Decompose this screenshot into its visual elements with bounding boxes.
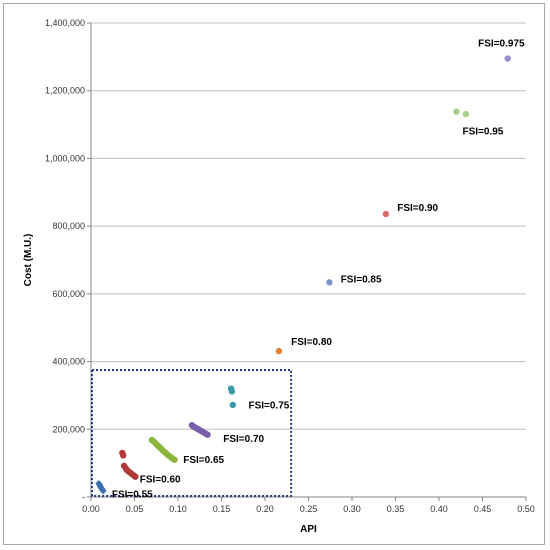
x-tick-label: 0.50	[517, 504, 535, 514]
annotation-label: FSI=0.75	[248, 401, 289, 412]
grid-lines	[91, 22, 526, 430]
y-tick-label: 1,200,000	[45, 86, 85, 96]
x-tick-label: 0.40	[430, 504, 448, 514]
x-tick-label: 0.35	[387, 504, 405, 514]
x-axis-title: API	[300, 524, 317, 535]
point-fsi-0-975	[504, 55, 511, 62]
annotation-label: FSI=0.85	[341, 274, 382, 285]
x-tick-label: 0.15	[213, 504, 231, 514]
point-fsi-0-70	[204, 431, 211, 438]
point-fsi-0-80	[275, 347, 283, 355]
point-fsi-0-60	[132, 473, 139, 480]
y-tick-label: 1,000,000	[45, 153, 85, 163]
x-tick-label: 0.10	[169, 504, 187, 514]
annotation-label: FSI=0.975	[478, 38, 525, 49]
scatter-chart: - 200,000 400,000 600,000 800,000 1,000,000 1,…	[23, 18, 535, 535]
y-tick-label: 1,400,000	[45, 18, 85, 28]
y-tick-label: 200,000	[52, 424, 85, 434]
point-fsi-0-75	[229, 401, 237, 409]
point-fsi-0-95	[462, 110, 470, 118]
point-fsi-0-85	[326, 279, 333, 286]
annotation-label: FSI=0.90	[397, 203, 438, 214]
annotation-label: FSI=0.65	[183, 455, 224, 466]
annotation-label: FSI=0.70	[223, 434, 264, 445]
y-tick-label: 800,000	[52, 221, 85, 231]
annotation-label: FSI=0.55	[112, 489, 153, 500]
x-tick-label: 0.25	[300, 504, 318, 514]
highlight-region	[91, 369, 293, 497]
highlight-region-box	[91, 369, 293, 497]
point-fsi-0-55	[99, 487, 107, 495]
point-fsi-0-75	[228, 388, 236, 395]
x-tick-label: 0.05	[126, 504, 144, 514]
annotation-label: FSI=0.60	[140, 474, 181, 485]
point-fsi-0-90	[382, 210, 390, 218]
y-tick-label: 400,000	[52, 357, 85, 367]
tick-labels: - 200,000 400,000 600,000 800,000 1,000,000 1,…	[45, 18, 535, 514]
data-points	[95, 55, 511, 495]
x-tick-label: 0.00	[82, 504, 100, 514]
chart-frame: - 200,000 400,000 600,000 800,000 1,000,000 1,…	[3, 3, 545, 545]
y-axis-title: Cost (M.U.)	[23, 234, 34, 287]
point-fsi-0-60	[119, 452, 127, 459]
annotation-label: FSI=0.80	[291, 337, 332, 348]
annotation-label: FSI=0.95	[462, 126, 503, 137]
y-tick-label: -	[82, 492, 85, 502]
point-fsi-0-95	[453, 108, 460, 115]
y-tick-label: 600,000	[52, 289, 85, 299]
point-fsi-0-65	[171, 456, 178, 463]
x-tick-label: 0.30	[343, 504, 361, 514]
x-tick-label: 0.45	[474, 504, 492, 514]
x-tick-label: 0.20	[256, 504, 274, 514]
